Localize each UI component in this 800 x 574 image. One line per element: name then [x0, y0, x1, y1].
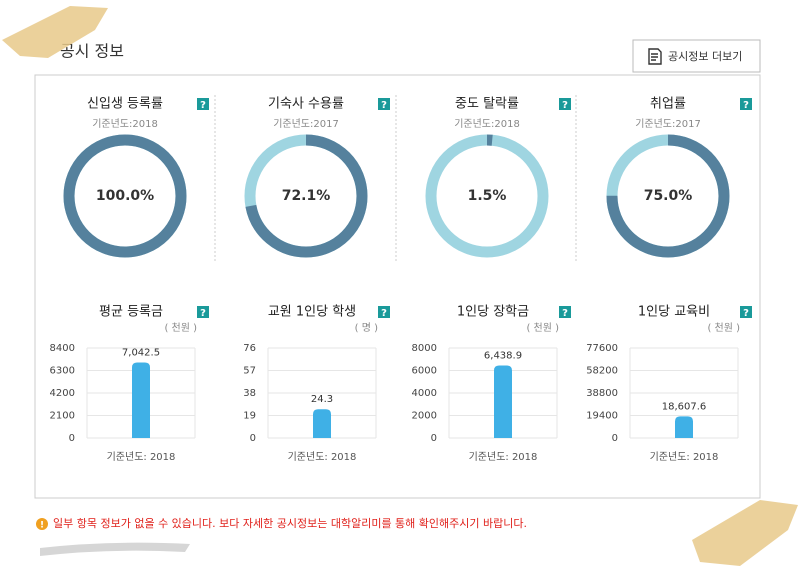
- chart-footnote: 기준년도: 2018: [288, 451, 357, 463]
- y-tick-label: 0: [612, 433, 618, 444]
- help-icon-label: ?: [562, 100, 568, 111]
- help-icon-label: ?: [200, 100, 206, 111]
- help-icon-label: ?: [381, 100, 387, 111]
- document-icon: [648, 48, 662, 65]
- y-tick-label: 6000: [412, 366, 437, 377]
- shadow: [40, 542, 190, 556]
- y-tick-label: 57: [243, 366, 256, 377]
- y-tick-label: 0: [69, 433, 75, 444]
- help-icon-label: ?: [562, 308, 568, 319]
- help-icon: [378, 306, 390, 318]
- bar: [675, 416, 693, 438]
- donut-value-label: 72.1%: [282, 188, 331, 204]
- y-tick-label: 8400: [50, 343, 75, 354]
- help-icon-label: ?: [743, 308, 749, 319]
- donut-value-label: 1.5%: [468, 188, 507, 204]
- chart-subtitle: 기준년도:2018: [454, 118, 520, 130]
- help-icon: [740, 98, 752, 110]
- donut-arc: [63, 134, 187, 258]
- y-tick-label: 2100: [50, 411, 75, 422]
- y-tick-label: 76: [243, 343, 256, 354]
- chart-title: 취업률: [650, 97, 686, 112]
- help-icon: [378, 98, 390, 110]
- help-icon-label: ?: [743, 100, 749, 111]
- y-tick-label: 19400: [586, 411, 618, 422]
- more-button-label[interactable]: 공시정보 더보기: [668, 50, 742, 63]
- unit-label: ( 천원 ): [164, 322, 197, 334]
- tape: [692, 500, 798, 566]
- y-tick-label: 38800: [586, 388, 618, 399]
- help-icon-label: ?: [200, 308, 206, 319]
- chart-footnote: 기준년도: 2018: [469, 451, 538, 463]
- bar-value-label: 18,607.6: [662, 401, 707, 412]
- unit-label: ( 천원 ): [526, 322, 559, 334]
- more-button[interactable]: [632, 39, 761, 73]
- chart-footnote: 기준년도: 2018: [107, 451, 176, 463]
- y-tick-label: 19: [243, 411, 256, 422]
- unit-label: ( 명 ): [355, 322, 378, 334]
- chart-subtitle: 기준년도:2017: [273, 118, 339, 130]
- help-icon: [197, 98, 209, 110]
- donut-arc: [244, 134, 368, 258]
- donut-value-label: 75.0%: [644, 188, 693, 204]
- help-icon: [740, 306, 752, 318]
- help-icon: [559, 98, 571, 110]
- donut-arc: [606, 134, 730, 258]
- chart-title: 1인당 장학금: [457, 305, 529, 320]
- chart-subtitle: 기준년도:2018: [92, 118, 158, 130]
- bar: [494, 365, 512, 438]
- chart-footnote: 기준년도: 2018: [650, 451, 719, 463]
- y-tick-label: 0: [431, 433, 437, 444]
- chart-subtitle: 기준년도:2017: [635, 118, 701, 130]
- y-tick-label: 77600: [586, 343, 618, 354]
- section-title: 공시 정보: [60, 42, 124, 61]
- chart-title: 1인당 교육비: [638, 305, 710, 320]
- bar-value-label: 24.3: [311, 394, 333, 405]
- donut-arc: [425, 134, 549, 258]
- help-icon: [197, 306, 209, 318]
- y-tick-label: 4200: [50, 388, 75, 399]
- bar: [313, 409, 331, 438]
- info-icon: [36, 518, 48, 530]
- help-icon-label: ?: [381, 308, 387, 319]
- chart-title: 교원 1인당 학생: [268, 305, 356, 320]
- y-tick-label: 2000: [412, 411, 437, 422]
- bar-value-label: 6,438.9: [484, 351, 522, 362]
- y-tick-label: 8000: [412, 343, 437, 354]
- bar-value-label: 7,042.5: [122, 348, 160, 359]
- chart-title: 평균 등록금: [99, 305, 163, 320]
- chart-title: 중도 탈락률: [455, 97, 519, 112]
- y-tick-label: 6300: [50, 366, 75, 377]
- bar: [132, 362, 150, 438]
- y-tick-label: 58200: [586, 366, 618, 377]
- unit-label: ( 천원 ): [707, 322, 740, 334]
- y-tick-label: 0: [250, 433, 256, 444]
- info-icon-mark: !: [40, 521, 44, 531]
- chart-title: 신입생 등록률: [87, 97, 163, 112]
- y-tick-label: 38: [243, 388, 256, 399]
- chart-title: 기숙사 수용률: [268, 97, 344, 112]
- help-icon: [559, 306, 571, 318]
- tape: [2, 6, 108, 58]
- donut-value-label: 100.0%: [96, 188, 154, 204]
- note: 일부 항목 정보가 없을 수 있습니다. 보다 자세한 공시정보는 대학알리미를…: [53, 516, 527, 530]
- y-tick-label: 4000: [412, 388, 437, 399]
